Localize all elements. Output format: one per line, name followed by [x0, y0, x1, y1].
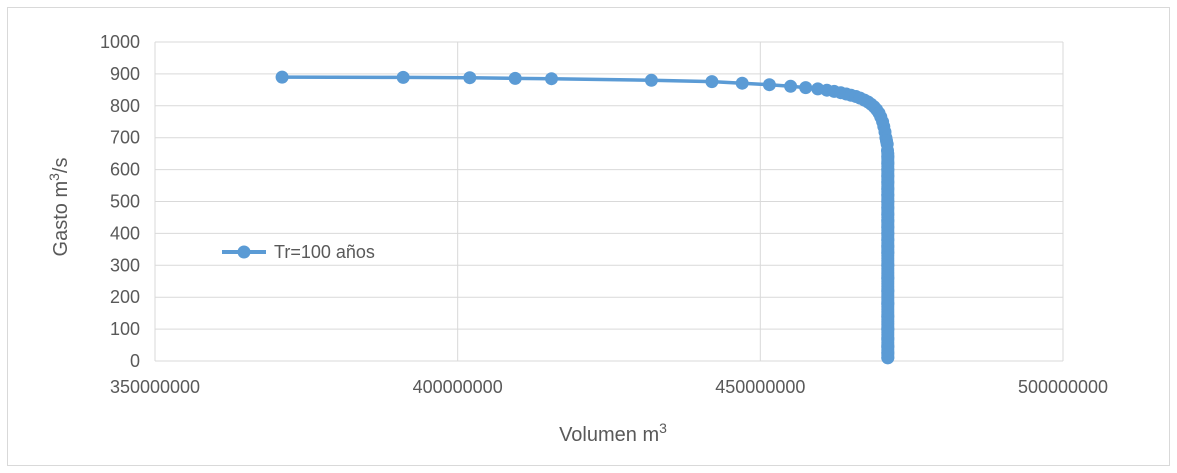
data-point-8	[762, 78, 776, 92]
legend-entry-label: Tr=100 años	[274, 242, 375, 262]
y-tick-label-1: 100	[110, 319, 140, 339]
y-tick-label-6: 600	[110, 160, 140, 180]
data-point-7	[735, 76, 749, 90]
y-tick-label-7: 700	[110, 128, 140, 148]
y-tick-label-9: 900	[110, 64, 140, 84]
tick-labels: 0 100 200 300 400 500 600 700 800 900 1000 35000000…	[100, 32, 1108, 397]
data-point-2	[463, 71, 477, 85]
data-point-4	[545, 72, 558, 86]
y-tick-label-3: 300	[110, 255, 140, 275]
data-point-10	[799, 81, 813, 95]
legend-marker	[237, 245, 251, 259]
data-point-5	[644, 73, 658, 87]
data-point-0	[275, 70, 289, 84]
y-tick-label-4: 400	[110, 223, 140, 243]
x-tick-label-0: 350000000	[110, 377, 200, 397]
data-point-6	[705, 75, 719, 89]
gridlines	[154, 41, 1064, 362]
y-tick-label-5: 500	[110, 192, 140, 212]
chart-area: 0 100 200 300 400 500 600 700 800 900 1000 35000000…	[7, 7, 1170, 466]
y-tick-label-10: 1000	[100, 32, 140, 52]
x-tick-label-3: 500000000	[1018, 377, 1108, 397]
y-axis-title: Gasto m3/s	[46, 158, 72, 257]
data-point-9	[784, 79, 798, 93]
x-tick-label-2: 450000000	[715, 377, 805, 397]
y-tick-label-0: 0	[130, 351, 140, 371]
legend: Tr=100 años	[222, 242, 375, 262]
data-point-dense	[881, 147, 895, 161]
y-tick-label-2: 200	[110, 287, 140, 307]
data-point-3	[508, 71, 522, 85]
series-line-tr100	[282, 75, 890, 358]
data-point-1	[396, 70, 410, 84]
x-axis-title: Volumen m3	[559, 420, 667, 446]
y-tick-label-8: 800	[110, 96, 140, 116]
series-group	[275, 70, 895, 365]
x-tick-label-1: 400000000	[413, 377, 503, 397]
chart-svg: 0 100 200 300 400 500 600 700 800 900 1000 35000000…	[46, 32, 1108, 446]
